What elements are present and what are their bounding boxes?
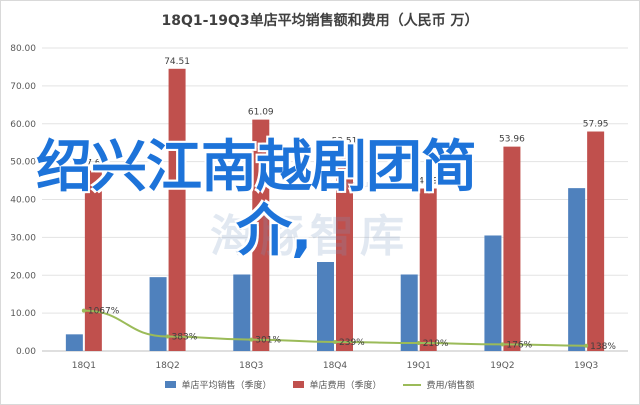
- point-ratio: [584, 343, 589, 348]
- bar-sales: [233, 274, 251, 351]
- data-label-ratio: 239%: [339, 338, 365, 348]
- data-label-cost: 74.51: [164, 57, 190, 67]
- point-ratio: [81, 308, 86, 313]
- data-label-ratio: 210%: [423, 339, 449, 349]
- data-label-ratio: 383%: [172, 332, 198, 342]
- y-tick-label: 0.00: [16, 347, 36, 357]
- y-tick-label: 10.00: [10, 309, 36, 319]
- data-label-cost: 42.9: [418, 177, 438, 187]
- watermark-url: tunzhiku.com: [330, 180, 391, 190]
- data-label-ratio: 1067%: [88, 307, 120, 317]
- bar-cost: [587, 131, 605, 351]
- data-label-ratio: 176%: [506, 340, 532, 350]
- y-tick-label: 30.00: [10, 233, 36, 243]
- legend-item-ratio: 费用/销售额: [403, 378, 475, 391]
- x-tick-label: 19Q2: [490, 361, 514, 371]
- legend-swatch-ratio: [403, 383, 422, 386]
- bar-cost: [84, 170, 102, 351]
- bar-sales: [149, 277, 167, 351]
- overlay-line-1: 绍兴江南越剧团简: [36, 135, 477, 200]
- x-tick-label: 18Q4: [323, 361, 348, 371]
- y-tick-label: 20.00: [10, 271, 36, 281]
- bar-sales: [317, 261, 334, 351]
- data-label-ratio: 138%: [590, 342, 616, 352]
- bar-cost: [252, 119, 270, 351]
- bar-cost: [336, 148, 353, 351]
- legend-swatch-cost: [293, 381, 305, 388]
- bar-cost: [168, 68, 186, 352]
- data-label-cost: 57.95: [583, 120, 609, 130]
- overlay-line-2: 介,: [236, 199, 312, 264]
- data-label-cost: 47.63: [80, 159, 106, 169]
- watermark-logo: 海豚智库: [210, 211, 410, 262]
- y-tick-label: 80.00: [10, 44, 36, 54]
- overlay-headline: 绍兴江南越剧团简 介,: [36, 136, 616, 264]
- point-ratio: [416, 341, 421, 346]
- point-ratio: [333, 339, 337, 344]
- point-ratio: [500, 342, 505, 347]
- x-tick-label: 19Q1: [407, 361, 431, 371]
- legend-item-cost: 单店费用（季度）: [293, 378, 381, 391]
- data-label-cost: 53.51: [332, 136, 358, 146]
- y-tick-label: 50.00: [10, 158, 36, 168]
- point-ratio: [249, 337, 254, 342]
- legend-label-sales: 单店平均销售（季度）: [181, 381, 272, 391]
- chart-title: 18Q1-19Q3单店平均销售额和费用（人民币 万）: [161, 13, 479, 29]
- x-tick-label: 18Q1: [72, 361, 96, 371]
- bar-sales: [65, 334, 83, 351]
- point-ratio: [165, 334, 170, 339]
- data-label-ratio: 301%: [255, 336, 281, 346]
- legend-label-cost: 单店费用（季度）: [309, 381, 382, 391]
- bar-sales: [400, 274, 418, 351]
- y-tick-label: 70.00: [10, 82, 36, 92]
- chart-legend: 单店平均销售（季度） 单店费用（季度） 费用/销售额: [0, 378, 640, 391]
- data-label-cost: 61.09: [248, 108, 274, 118]
- bar-cost: [503, 146, 521, 351]
- y-tick-label: 60.00: [10, 120, 36, 130]
- bar-sales: [568, 188, 586, 351]
- bar-sales: [484, 235, 502, 351]
- x-tick-label: 19Q3: [574, 361, 598, 371]
- legend-swatch-sales: [165, 381, 177, 388]
- x-tick-label: 18Q2: [155, 361, 179, 371]
- legend-label-ratio: 费用/销售额: [426, 381, 475, 391]
- x-tick-label: 18Q3: [239, 361, 263, 371]
- legend-item-sales: 单店平均销售（季度）: [165, 378, 271, 391]
- y-tick-label: 40.00: [10, 196, 36, 206]
- bar-cost: [419, 188, 437, 351]
- data-label-cost: 53.96: [499, 135, 525, 145]
